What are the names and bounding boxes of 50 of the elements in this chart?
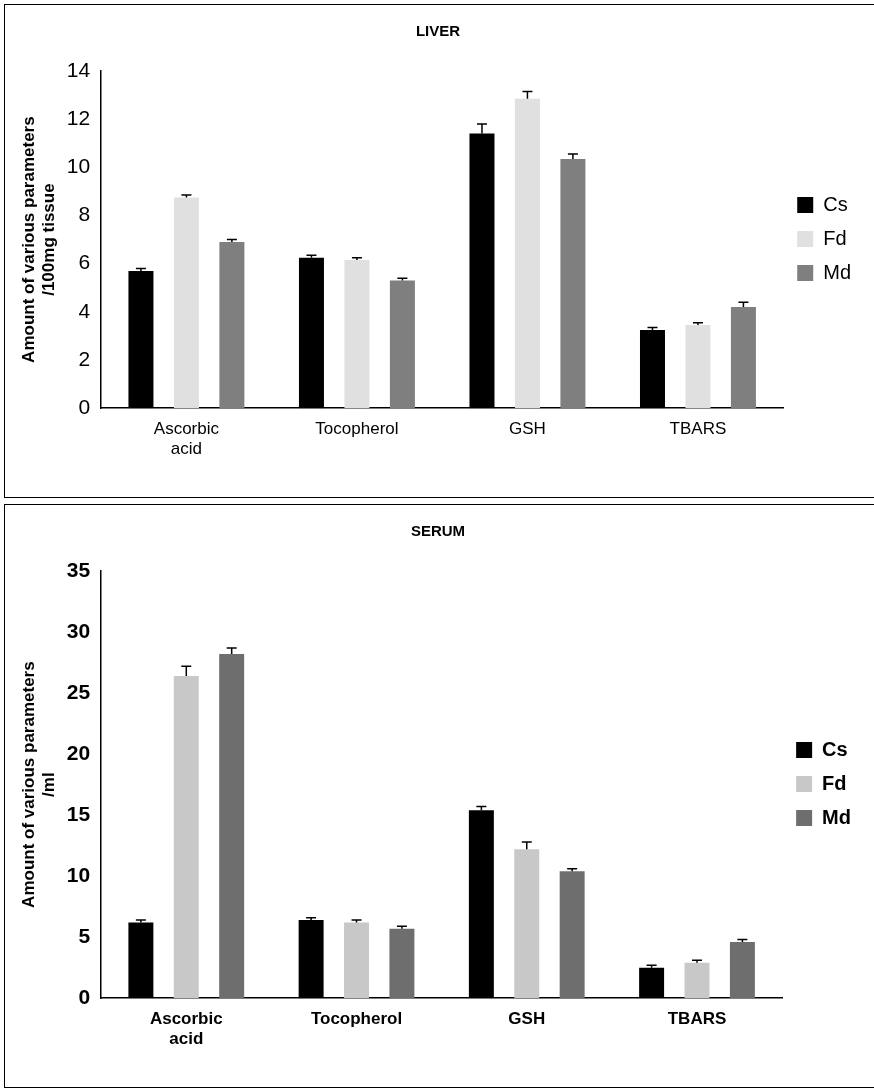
y-tick-label: 2	[78, 346, 91, 370]
y-axis-title: Amount of various parameters /ml	[18, 661, 59, 908]
bar	[730, 307, 756, 409]
bar	[729, 942, 755, 999]
legend-label: Md	[823, 260, 852, 283]
y-tick-label: 35	[66, 557, 91, 581]
bar	[219, 242, 245, 409]
bar	[514, 98, 540, 409]
bar	[560, 158, 586, 409]
y-tick-label: 25	[66, 679, 91, 703]
y-tick-label: 0	[78, 395, 91, 418]
bar	[559, 871, 585, 999]
x-tick-label: TBARS	[669, 419, 727, 439]
chart-title: LIVER	[415, 22, 461, 40]
bar	[344, 260, 370, 409]
legend-label: Fd	[823, 226, 847, 249]
bar	[685, 325, 711, 409]
bar	[173, 197, 199, 409]
bar	[389, 928, 415, 999]
y-tick-label: 30	[66, 618, 91, 642]
legend-label: Cs	[823, 192, 848, 215]
y-tick-label: 6	[78, 250, 91, 274]
x-tick-label: Tocopherol	[315, 419, 399, 439]
y-tick-label: 0	[78, 985, 91, 1008]
y-tick-label: 12	[66, 105, 91, 129]
bar	[344, 922, 369, 999]
y-tick-label: 15	[66, 801, 91, 825]
bar	[173, 675, 199, 999]
y-tick-label: 4	[78, 298, 91, 322]
bar	[684, 962, 710, 999]
legend-label: Cs	[822, 737, 848, 760]
chart-title: SERUM	[410, 522, 466, 540]
legend-label: Md	[822, 805, 852, 828]
x-tick-label: GSH	[508, 1009, 546, 1029]
legend-label: Fd	[822, 771, 847, 794]
y-axis-title: Amount of various parameters /100mg tissue	[18, 116, 59, 363]
y-tick-label: 10	[66, 862, 91, 886]
bar	[219, 654, 245, 999]
y-tick-label: 8	[78, 202, 91, 226]
x-tick-label: Tocopherol	[310, 1009, 403, 1029]
x-tick-label: GSH	[509, 419, 546, 439]
y-tick-label: 14	[66, 57, 91, 81]
x-tick-label: Ascorbic acid	[149, 1009, 223, 1049]
y-tick-label: 5	[78, 923, 91, 947]
x-tick-label: TBARS	[667, 1009, 727, 1029]
y-tick-label: 20	[66, 740, 91, 764]
y-tick-label: 10	[66, 154, 91, 178]
bar	[514, 849, 540, 999]
x-tick-label: Ascorbic acid	[153, 419, 220, 459]
bar	[389, 280, 415, 409]
